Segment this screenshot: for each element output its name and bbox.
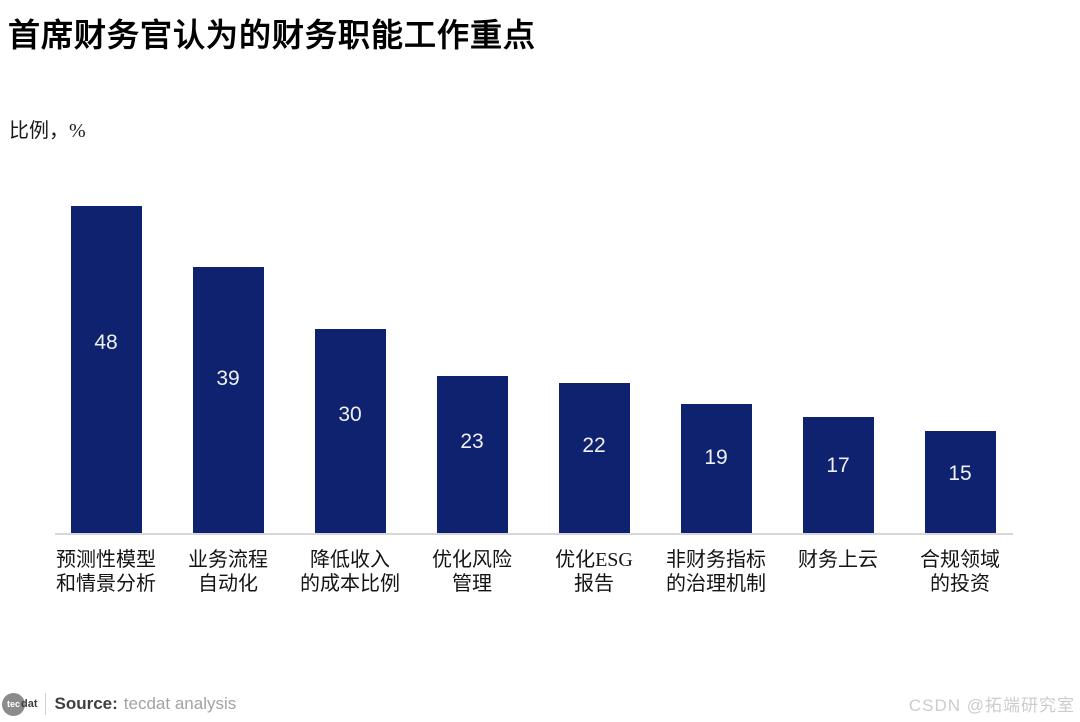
bar-value-label: 23 xyxy=(460,429,484,453)
x-axis-label: 优化风险 管理 xyxy=(432,549,512,595)
bar-value-label: 30 xyxy=(338,402,362,426)
x-axis-label: 优化ESG 报告 xyxy=(555,549,633,595)
bar: 22 xyxy=(558,383,630,533)
footer-divider xyxy=(44,693,46,715)
bar-value-label: 15 xyxy=(948,461,972,485)
tecdat-logo-suffix: dat xyxy=(21,698,38,710)
x-axis-label: 预测性模型 和情景分析 xyxy=(56,549,156,595)
x-axis-label: 合规领域 的投资 xyxy=(920,549,1000,595)
bar-value-label: 39 xyxy=(216,366,240,390)
x-axis-label: 非财务指标 的治理机制 xyxy=(666,549,766,595)
bar-value-label: 19 xyxy=(704,446,728,470)
chart-title: 首席财务官认为的财务职能工作重点 xyxy=(8,17,537,53)
y-axis-unit-label: 比例，% xyxy=(9,120,86,142)
x-axis-label: 财务上云 xyxy=(798,549,878,571)
tecdat-logo: tec dat xyxy=(2,692,38,716)
watermark: CSDN @拓端研究室 xyxy=(908,696,1075,715)
x-axis-label: 业务流程 自动化 xyxy=(188,549,268,595)
tecdat-logo-circle: tec xyxy=(2,692,25,716)
x-axis-label: 降低收入 的成本比例 xyxy=(300,549,400,595)
bar: 39 xyxy=(192,267,264,533)
bar: 17 xyxy=(802,417,874,533)
bar: 48 xyxy=(70,206,142,533)
source-label: Source: xyxy=(54,694,118,713)
x-axis-line xyxy=(55,533,1013,535)
bar: 15 xyxy=(924,431,996,533)
source-value: tecdat analysis xyxy=(123,694,237,713)
bar-value-label: 48 xyxy=(94,331,118,355)
footer: tec dat Source: tecdat analysis xyxy=(2,691,236,717)
bar: 23 xyxy=(436,376,508,533)
bar-value-label: 17 xyxy=(826,453,850,477)
bar: 19 xyxy=(680,404,752,533)
bar-value-label: 22 xyxy=(582,434,606,457)
bar: 30 xyxy=(314,329,386,533)
